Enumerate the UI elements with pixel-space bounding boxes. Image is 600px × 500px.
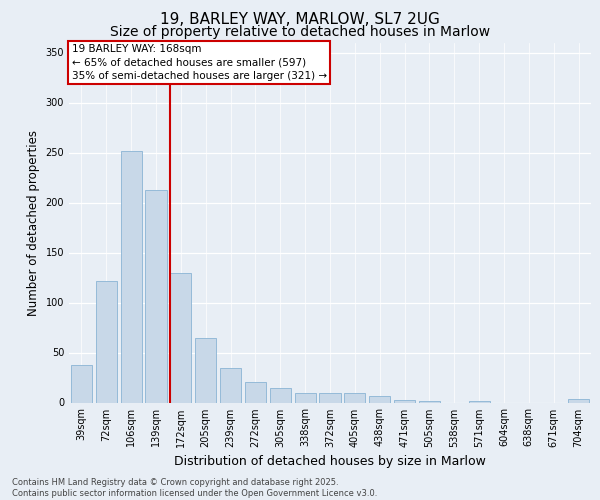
Bar [568,398,589,402]
Text: 19, BARLEY WAY, MARLOW, SL7 2UG: 19, BARLEY WAY, MARLOW, SL7 2UG [160,12,440,28]
Bar [319,392,341,402]
Bar [170,272,191,402]
Bar [469,400,490,402]
Bar [394,400,415,402]
Bar [344,392,365,402]
Bar [145,190,167,402]
Text: 19 BARLEY WAY: 168sqm
← 65% of detached houses are smaller (597)
35% of semi-det: 19 BARLEY WAY: 168sqm ← 65% of detached … [71,44,327,80]
Bar [245,382,266,402]
Bar [369,396,390,402]
Bar [270,388,291,402]
Bar [295,392,316,402]
Text: Contains HM Land Registry data © Crown copyright and database right 2025.
Contai: Contains HM Land Registry data © Crown c… [12,478,377,498]
Bar [121,150,142,402]
Bar [195,338,216,402]
Bar [71,364,92,403]
Bar [220,368,241,402]
Bar [96,280,117,402]
Bar [419,400,440,402]
Y-axis label: Number of detached properties: Number of detached properties [27,130,40,316]
Text: Size of property relative to detached houses in Marlow: Size of property relative to detached ho… [110,25,490,39]
X-axis label: Distribution of detached houses by size in Marlow: Distribution of detached houses by size … [174,455,486,468]
